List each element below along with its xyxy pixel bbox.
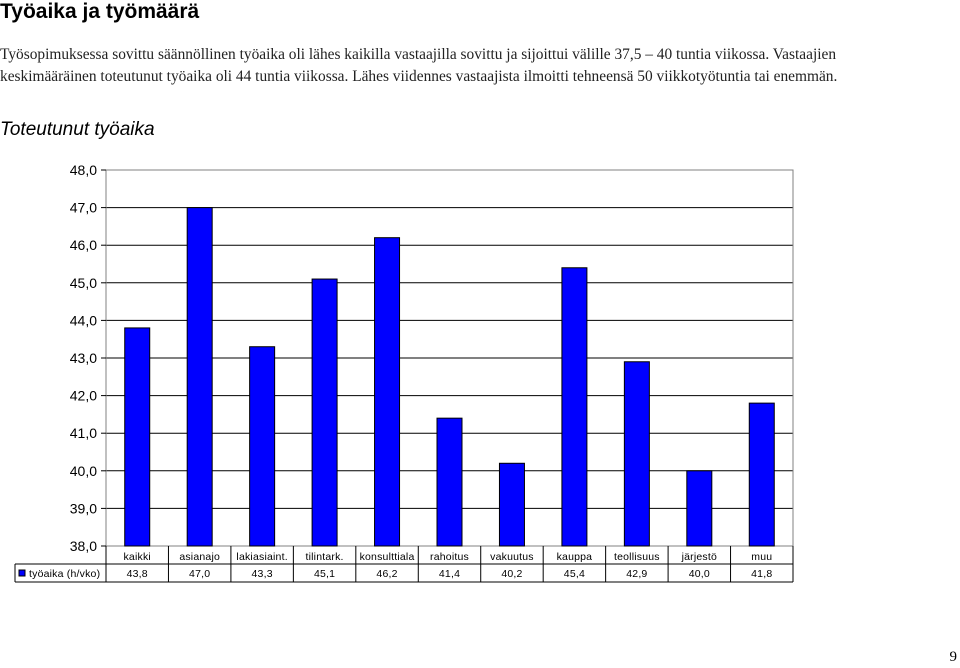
bar: [186, 207, 213, 547]
data-cell-label: 40,2: [501, 568, 522, 580]
data-cell-label: 47,0: [189, 568, 210, 580]
y-tick-label: 47,0: [70, 200, 97, 216]
data-cell-label: 43,8: [127, 568, 148, 580]
category-label: lakiasiaint.: [236, 551, 287, 563]
chart-title: Toteutunut työaika: [0, 119, 155, 140]
y-tick-label: 46,0: [70, 237, 97, 253]
y-tick-label: 38,0: [70, 538, 97, 554]
category-label: muu: [751, 551, 772, 563]
data-cell-label: 45,1: [314, 568, 335, 580]
data-cell-label: 43,3: [252, 568, 273, 580]
data-cell-label: 40,0: [689, 568, 710, 580]
data-cell-label: 46,2: [376, 568, 397, 580]
category-label: järjestö: [681, 551, 717, 563]
intro-paragraph: Työsopimuksessa sovittu säännöllinen työ…: [0, 46, 838, 85]
y-tick-label: 45,0: [70, 275, 97, 291]
y-tick-label: 40,0: [70, 463, 97, 479]
category-label: tilintark.: [305, 551, 343, 563]
bar: [124, 327, 151, 547]
bar: [498, 462, 525, 547]
bar: [623, 361, 650, 547]
y-tick-label: 42,0: [70, 388, 97, 404]
bars: [124, 207, 775, 547]
page-heading: Työaika ja työmäärä: [0, 0, 200, 23]
data-cell-label: 42,9: [626, 568, 647, 580]
legend-label: työaika (h/vko): [29, 568, 100, 580]
bar: [311, 278, 338, 547]
data-cell-label: 41,4: [439, 568, 460, 580]
legend-swatch: [18, 569, 26, 577]
category-label: vakuutus: [490, 551, 534, 563]
y-tick-label: 39,0: [70, 500, 97, 516]
category-label: rahoitus: [430, 551, 469, 563]
y-tick-label: 44,0: [70, 312, 97, 328]
data-cell-label: 45,4: [564, 568, 585, 580]
category-labels: kaikki asianajo lakiasiaint. tilintark. kons…: [123, 551, 772, 563]
category-label: teollisuus: [614, 551, 660, 563]
bar: [748, 402, 775, 547]
bar: [249, 346, 276, 547]
bar-chart: 48,0 47,0 46,0 45,0 44,0 43,0 42,0 41,0 40,0 39,0…: [14, 162, 794, 583]
y-tick-label: 48,0: [70, 162, 97, 178]
category-label: asianajo: [179, 551, 220, 563]
bar: [561, 267, 588, 547]
page-number: 9: [949, 649, 958, 665]
bar: [686, 470, 713, 547]
category-label: kaikki: [123, 551, 150, 563]
y-axis-ticks: 48,0 47,0 46,0 45,0 44,0 43,0 42,0 41,0 40,0 39,0…: [70, 162, 106, 554]
y-tick-label: 43,0: [70, 350, 97, 366]
category-label: konsulttiala: [360, 551, 415, 563]
data-table: 43,8 47,0 43,3 45,1 46,2 41,4 40,2 45,4 42,9 40,0…: [14, 546, 794, 583]
y-tick-label: 41,0: [70, 425, 97, 441]
bar: [374, 237, 401, 547]
bar: [436, 417, 463, 547]
category-label: kauppa: [557, 551, 593, 563]
data-cell-label: 41,8: [751, 568, 772, 580]
